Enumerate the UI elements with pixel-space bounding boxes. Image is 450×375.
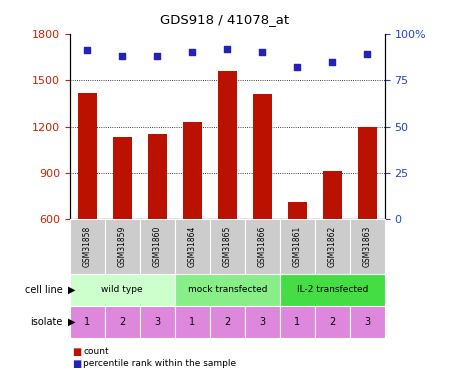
- Point: [224, 46, 231, 52]
- Text: 1: 1: [294, 316, 300, 327]
- Text: GSM31864: GSM31864: [188, 226, 197, 267]
- Text: ■: ■: [72, 359, 81, 369]
- Text: cell line: cell line: [25, 285, 63, 295]
- Point: [294, 64, 301, 70]
- Point: [84, 48, 91, 54]
- Text: 1: 1: [84, 316, 90, 327]
- Bar: [358, 127, 377, 219]
- Text: GSM31859: GSM31859: [118, 226, 127, 267]
- Point: [364, 51, 371, 57]
- Text: ▶: ▶: [68, 285, 75, 295]
- Point: [328, 58, 336, 64]
- Point: [259, 50, 266, 55]
- Text: 3: 3: [364, 316, 370, 327]
- Text: wild type: wild type: [101, 285, 143, 294]
- Text: GDS918 / 41078_at: GDS918 / 41078_at: [161, 13, 289, 26]
- Bar: [77, 93, 97, 219]
- Text: GSM31858: GSM31858: [83, 226, 92, 267]
- Text: GSM31862: GSM31862: [328, 226, 337, 267]
- Text: GSM31865: GSM31865: [223, 226, 232, 267]
- Point: [153, 53, 161, 59]
- Text: percentile rank within the sample: percentile rank within the sample: [83, 359, 236, 368]
- Point: [119, 53, 126, 59]
- Bar: [288, 202, 307, 219]
- Text: isolate: isolate: [31, 316, 63, 327]
- Text: 2: 2: [119, 316, 126, 327]
- Text: GSM31863: GSM31863: [363, 226, 372, 267]
- Text: 2: 2: [329, 316, 335, 327]
- Text: ▶: ▶: [68, 316, 75, 327]
- Text: 3: 3: [259, 316, 266, 327]
- Text: 2: 2: [224, 316, 230, 327]
- Bar: [323, 171, 342, 219]
- Text: IL-2 transfected: IL-2 transfected: [297, 285, 368, 294]
- Text: GSM31866: GSM31866: [258, 226, 267, 267]
- Text: GSM31860: GSM31860: [153, 226, 162, 267]
- Bar: [112, 137, 132, 219]
- Text: ■: ■: [72, 347, 81, 357]
- Text: GSM31861: GSM31861: [293, 226, 302, 267]
- Text: mock transfected: mock transfected: [188, 285, 267, 294]
- Text: 3: 3: [154, 316, 160, 327]
- Bar: [148, 134, 167, 219]
- Bar: [218, 71, 237, 219]
- Text: 1: 1: [189, 316, 195, 327]
- Text: count: count: [83, 347, 109, 356]
- Bar: [252, 94, 272, 219]
- Point: [189, 50, 196, 55]
- Bar: [183, 122, 202, 219]
